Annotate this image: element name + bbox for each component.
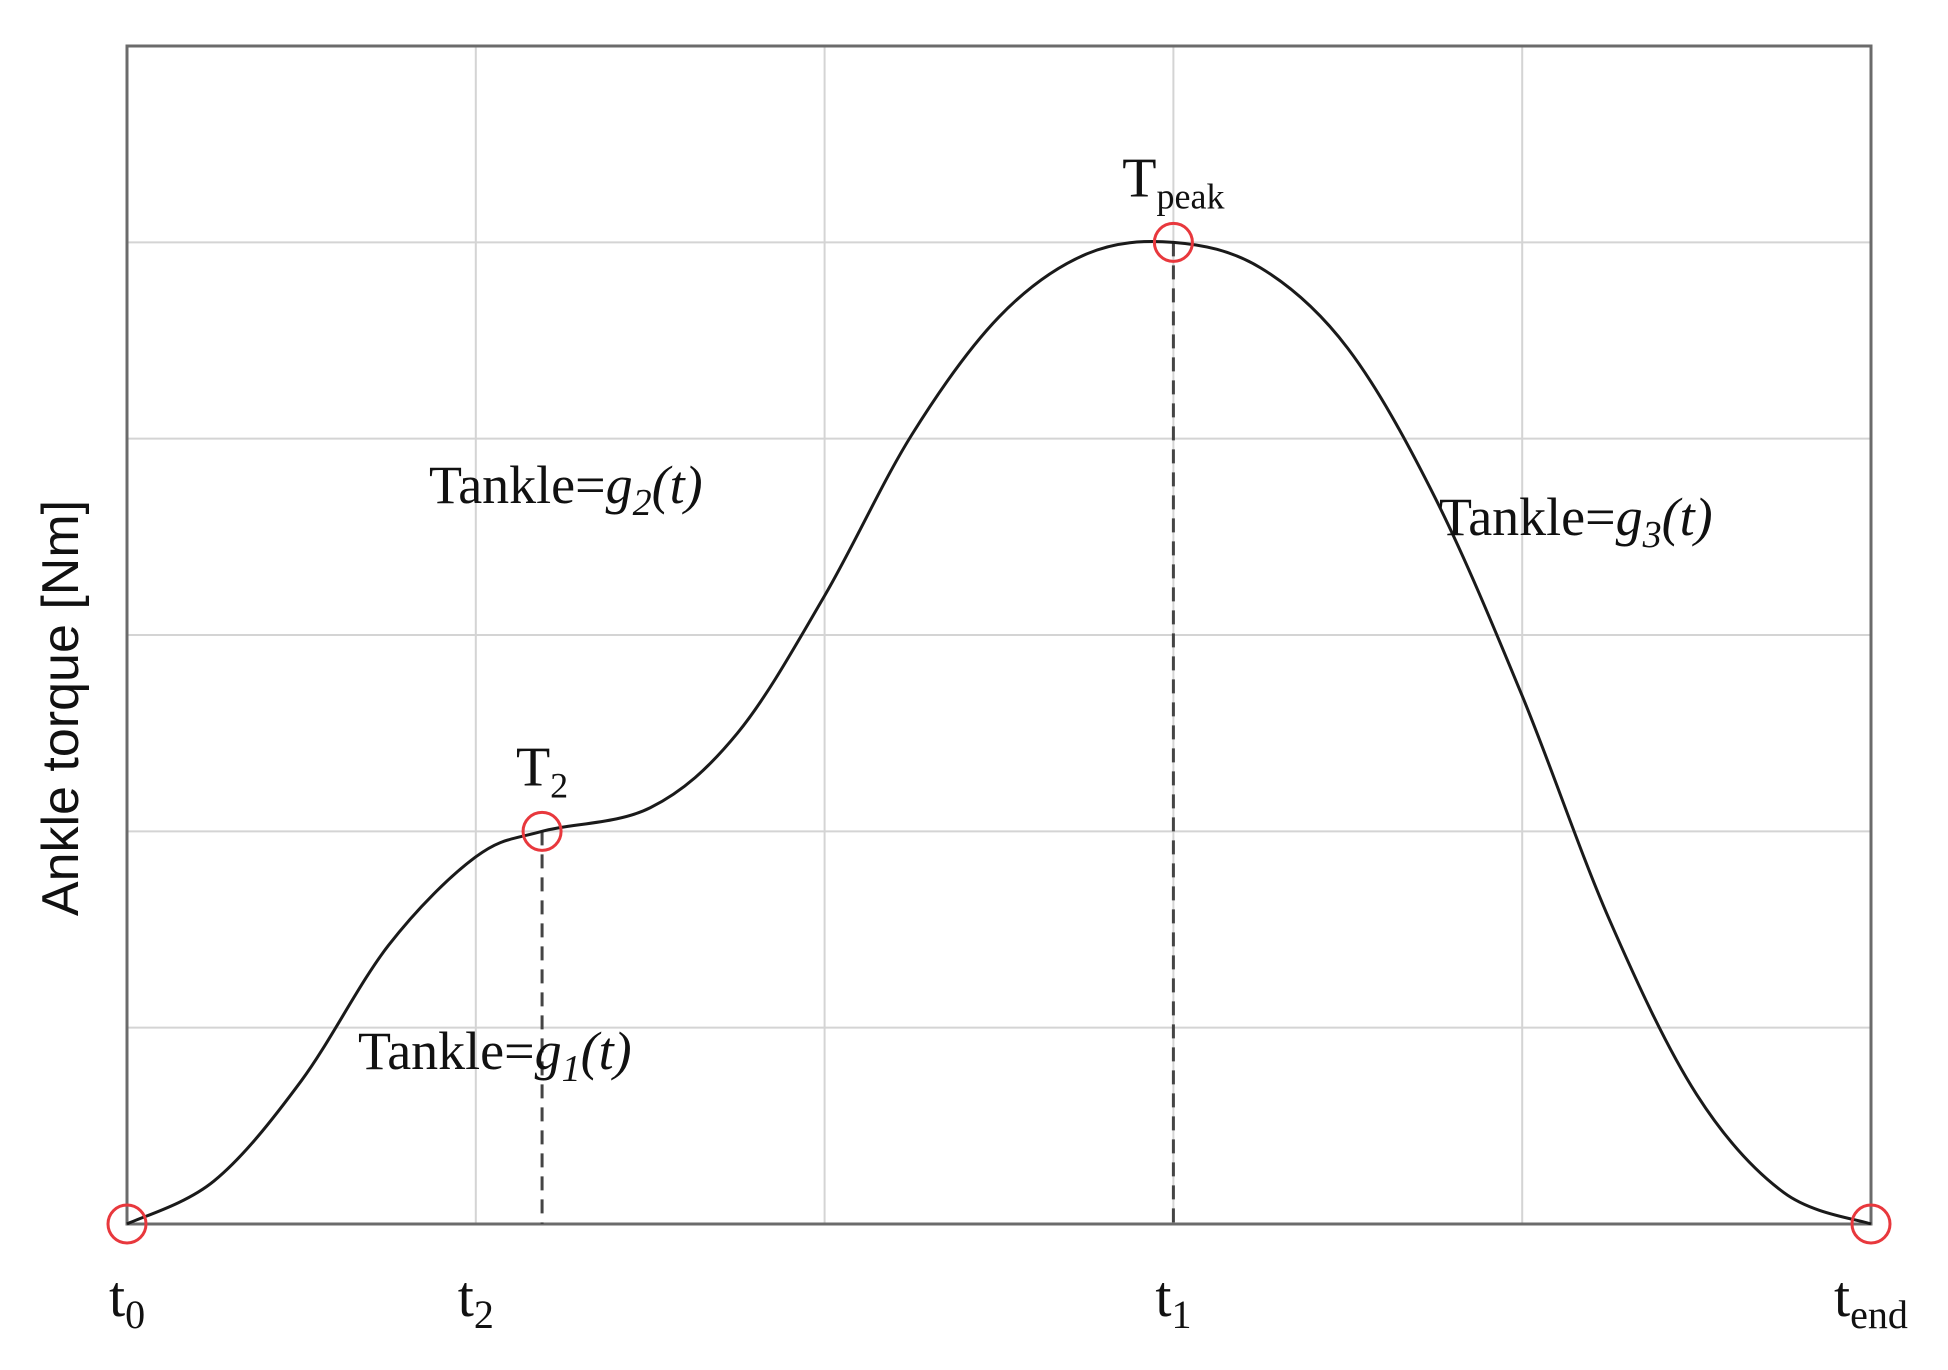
annotation-text: Tankle= [1439,487,1616,547]
point-marker [106,1203,148,1245]
x-tick-label-subscript: end [1850,1292,1908,1337]
annotation-func: g [535,1021,562,1081]
point-label-subscript: 2 [550,765,568,805]
x-tick-label-subscript: 2 [474,1292,494,1337]
annotation-arg: (t) [652,455,703,515]
x-tick-label-main: t [1155,1264,1171,1329]
annotation-text: Tankle= [429,455,606,515]
annotation-func: g [606,455,633,515]
x-tick-label: t0 [109,1264,145,1337]
annotation-arg: (t) [1662,487,1713,547]
point-label-subscript: peak [1157,176,1225,216]
point-marker [521,810,563,852]
annotation-subscript: 1 [562,1048,581,1090]
x-tick-label-main: t [458,1264,474,1329]
annotation-text: Tankle= [358,1021,535,1081]
annotation: Tankle=g2(t) [429,455,703,524]
point-label-main: T [516,736,550,798]
curve [126,239,1872,1226]
point-label: Tpeak [1122,147,1224,216]
annotation-func: g [1616,487,1643,547]
x-tick-label-main: t [109,1264,125,1329]
point-marker [1152,221,1194,263]
x-tick-label: tend [1834,1264,1908,1337]
x-tick-label-subscript: 0 [125,1292,145,1337]
annotation: Tankle=g1(t) [358,1021,632,1090]
x-tick-label-subscript: 1 [1171,1292,1191,1337]
plot-frame [125,44,1873,1226]
annotation-arg: (t) [581,1021,632,1081]
point-label-main: T [1122,147,1156,209]
point-label: T2 [516,736,568,805]
x-tick-label-main: t [1834,1264,1850,1329]
x-tick-label: t2 [458,1264,494,1337]
y-axis-label: Ankle torque [Nm] [32,500,90,916]
x-tick-label: t1 [1155,1264,1191,1337]
point-marker [1850,1203,1892,1245]
annotation-subscript: 3 [1642,514,1662,556]
annotation-subscript: 2 [633,482,652,524]
annotation: Tankle=g3(t) [1439,487,1713,556]
